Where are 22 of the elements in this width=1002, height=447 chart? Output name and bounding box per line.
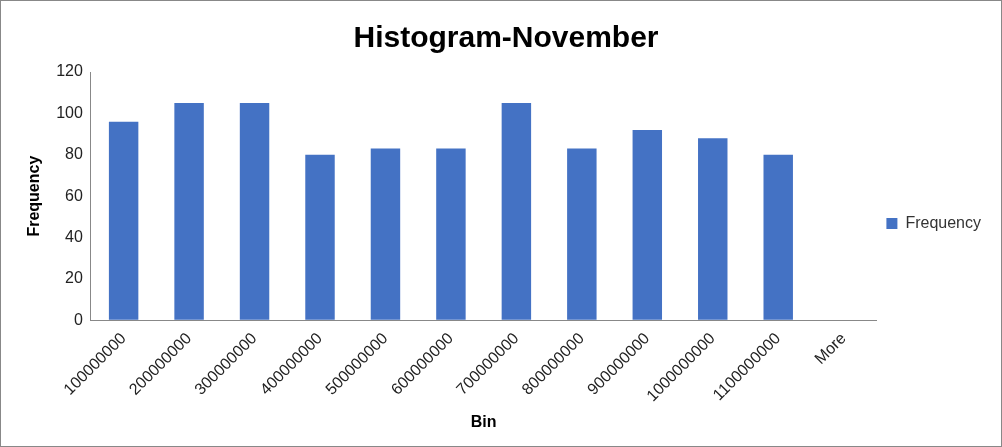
y-tick-label: 120 xyxy=(56,62,83,80)
bar xyxy=(305,154,335,320)
bar xyxy=(698,138,728,320)
chart-title: Histogram-November xyxy=(353,20,659,54)
bar xyxy=(108,121,139,320)
y-tick-label: 60 xyxy=(65,186,83,204)
bar xyxy=(632,129,663,320)
bar xyxy=(370,148,401,320)
y-axis-title: Frequency xyxy=(25,155,43,237)
bar xyxy=(436,148,466,320)
bar xyxy=(501,103,532,320)
x-axis-title: Bin xyxy=(470,412,497,430)
bar xyxy=(239,103,270,320)
legend-label: Frequency xyxy=(905,213,981,231)
y-tick-label: 40 xyxy=(65,227,83,245)
y-tick-label: 80 xyxy=(65,145,83,163)
y-tick-label: 100 xyxy=(56,103,83,121)
bar xyxy=(763,154,793,320)
bar xyxy=(567,148,597,320)
y-tick-label: 20 xyxy=(65,269,83,287)
bar xyxy=(174,103,204,320)
y-tick-label: 0 xyxy=(73,310,83,328)
